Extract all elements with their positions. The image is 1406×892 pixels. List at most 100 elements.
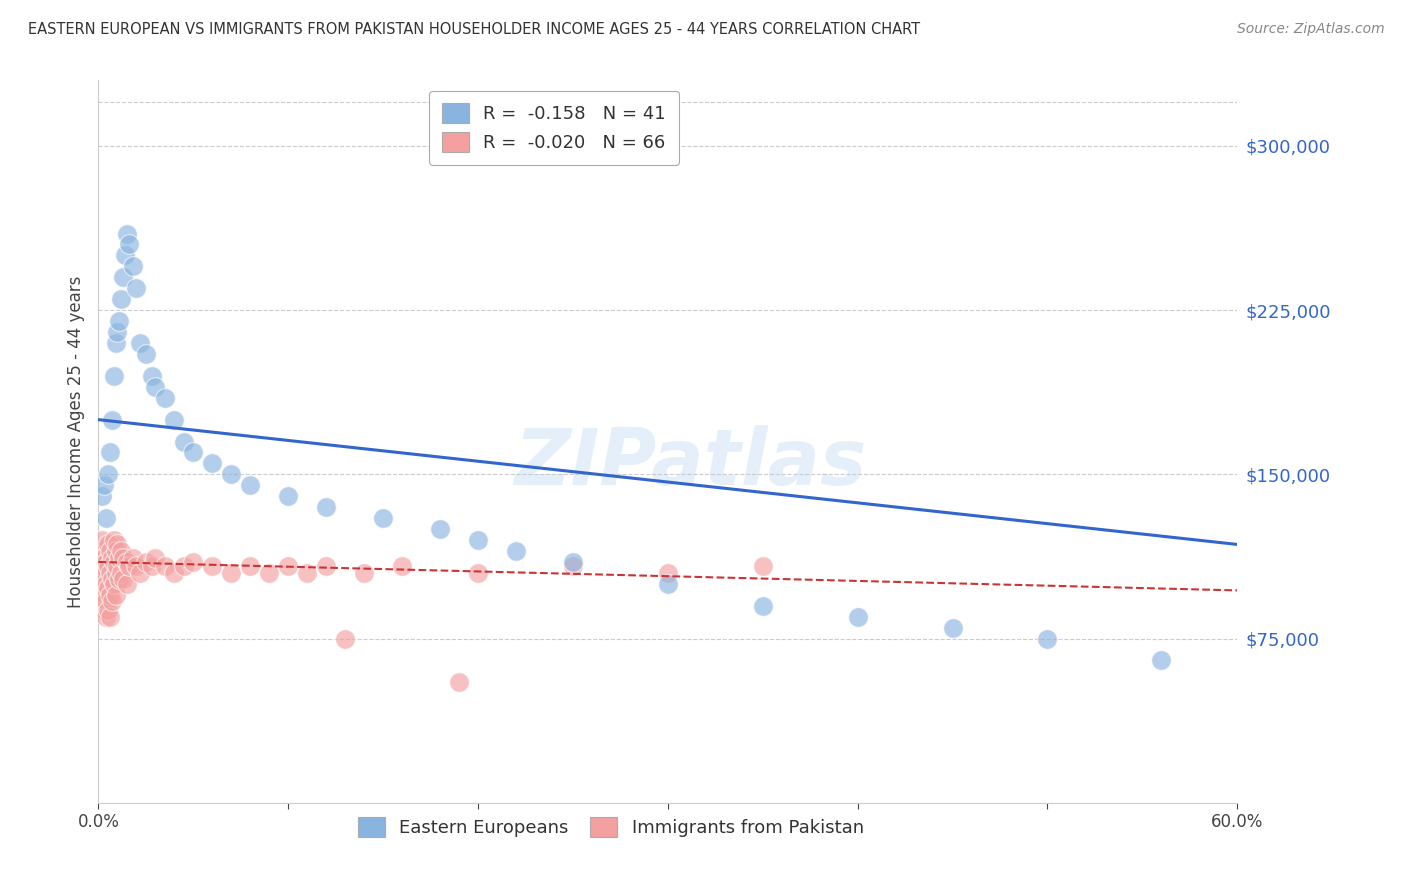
Point [93, 478, 115, 492]
Point [846, 609, 869, 624]
Point [104, 588, 127, 602]
Point [98, 544, 121, 558]
Point [94, 594, 117, 608]
Point [108, 314, 131, 328]
Point [145, 550, 167, 565]
Point [104, 566, 127, 580]
Point [91, 489, 114, 503]
Point [135, 347, 157, 361]
Point [353, 566, 375, 580]
Point [259, 566, 281, 580]
Point [107, 325, 129, 339]
Point [125, 559, 148, 574]
Point [752, 599, 775, 613]
Point [201, 457, 224, 471]
Point [110, 566, 132, 580]
Point [98, 609, 121, 624]
Point [93, 603, 115, 617]
Point [118, 237, 141, 252]
Point [239, 478, 262, 492]
Point [163, 412, 186, 426]
Point [1036, 632, 1059, 646]
Point [657, 577, 679, 591]
Point [173, 434, 195, 449]
Point [94, 511, 117, 525]
Point [97, 581, 120, 595]
Point [100, 594, 122, 608]
Point [89, 577, 111, 591]
Y-axis label: Householder Income Ages 25 - 44 years: Householder Income Ages 25 - 44 years [66, 276, 84, 607]
Point [153, 391, 176, 405]
Point [98, 588, 121, 602]
Text: ZIPatlas: ZIPatlas [515, 425, 866, 501]
Point [277, 489, 299, 503]
Point [129, 566, 152, 580]
Point [183, 445, 205, 459]
Point [391, 559, 413, 574]
Point [103, 533, 125, 547]
Point [129, 336, 152, 351]
Point [752, 559, 775, 574]
Point [297, 566, 319, 580]
Point [121, 260, 143, 274]
Point [277, 559, 299, 574]
Point [103, 368, 125, 383]
Point [100, 573, 122, 587]
Point [108, 573, 131, 587]
Text: Source: ZipAtlas.com: Source: ZipAtlas.com [1237, 22, 1385, 37]
Point [103, 577, 125, 591]
Point [94, 577, 117, 591]
Point [107, 559, 129, 574]
Point [112, 573, 135, 587]
Point [315, 500, 337, 515]
Point [97, 467, 120, 482]
Point [110, 544, 132, 558]
Point [153, 559, 176, 574]
Point [115, 227, 138, 241]
Point [104, 544, 127, 558]
Point [110, 292, 132, 306]
Point [115, 577, 138, 591]
Point [1150, 653, 1173, 667]
Point [429, 522, 451, 536]
Point [335, 632, 357, 646]
Point [97, 537, 120, 551]
Point [657, 566, 679, 580]
Point [562, 555, 585, 569]
Point [145, 380, 167, 394]
Point [371, 511, 394, 525]
Point [104, 336, 127, 351]
Point [93, 588, 115, 602]
Point [942, 621, 965, 635]
Point [114, 248, 136, 262]
Point [141, 368, 163, 383]
Point [121, 550, 143, 565]
Point [97, 603, 120, 617]
Point [505, 544, 527, 558]
Point [91, 588, 114, 602]
Point [93, 550, 115, 565]
Point [100, 412, 122, 426]
Point [449, 675, 471, 690]
Point [98, 445, 121, 459]
Point [239, 559, 262, 574]
Point [221, 566, 243, 580]
Point [91, 559, 114, 574]
Point [94, 555, 117, 569]
Point [112, 270, 135, 285]
Point [467, 533, 489, 547]
Point [173, 559, 195, 574]
Point [103, 555, 125, 569]
Point [467, 566, 489, 580]
Point [89, 544, 111, 558]
Point [135, 555, 157, 569]
Point [562, 559, 585, 574]
Point [93, 566, 115, 580]
Point [97, 559, 120, 574]
Point [125, 281, 148, 295]
Point [183, 555, 205, 569]
Text: EASTERN EUROPEAN VS IMMIGRANTS FROM PAKISTAN HOUSEHOLDER INCOME AGES 25 - 44 YEA: EASTERN EUROPEAN VS IMMIGRANTS FROM PAKI… [28, 22, 921, 37]
Point [201, 559, 224, 574]
Legend: Eastern Europeans, Immigrants from Pakistan: Eastern Europeans, Immigrants from Pakis… [350, 810, 872, 845]
Point [91, 533, 114, 547]
